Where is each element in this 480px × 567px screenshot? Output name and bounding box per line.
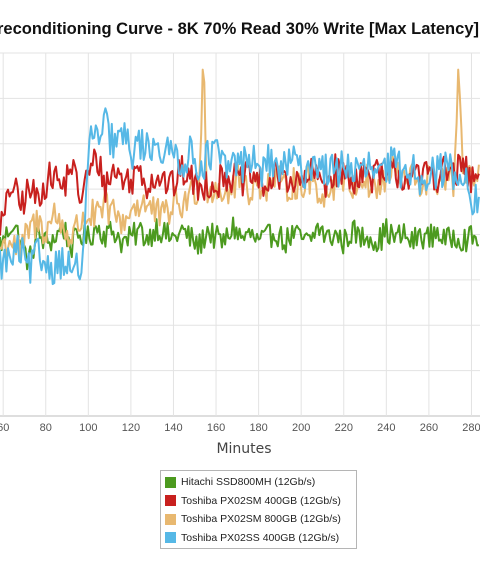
x-tick-label: 100 [79, 422, 97, 434]
legend-swatch [165, 532, 176, 544]
legend-label: Toshiba PX02SM 800GB (12Gb/s) [181, 513, 341, 526]
series-line-1 [0, 216, 480, 271]
x-tick-label: 120 [122, 422, 140, 434]
legend-label: Hitachi SSD800MH (12Gb/s) [181, 476, 316, 489]
chart-title: Preconditioning Curve - 8K 70% Read 30% … [0, 20, 479, 38]
series-line-4 [0, 107, 480, 286]
series-lines [0, 68, 480, 286]
legend-label: Toshiba PX02SM 400GB (12Gb/s) [181, 494, 341, 507]
x-tick-label: 180 [249, 422, 267, 434]
legend-swatch [165, 513, 176, 525]
legend-label: Toshiba PX02SS 400GB (12Gb/s) [181, 531, 340, 544]
x-tick-label: 80 [40, 422, 52, 434]
x-tick-label: 240 [377, 422, 395, 434]
gridlines [0, 52, 480, 417]
x-tick-label: 280 [462, 422, 480, 434]
x-tick-label: 60 [0, 422, 9, 434]
legend: Hitachi SSD800MH (12Gb/s) Toshiba PX02SM … [160, 470, 357, 549]
x-axis-label: Minutes [216, 441, 272, 457]
x-tick-label: 220 [335, 422, 353, 434]
x-tick-label: 140 [164, 422, 182, 434]
x-tick-label: 200 [292, 422, 310, 434]
legend-item: Toshiba PX02SM 400GB (12Gb/s) [165, 492, 352, 511]
legend-swatch [165, 476, 176, 488]
x-tick-label: 160 [207, 422, 225, 434]
legend-item: Hitachi SSD800MH (12Gb/s) [165, 473, 352, 492]
legend-item: Toshiba PX02SS 400GB (12Gb/s) [165, 529, 352, 548]
legend-item: Toshiba PX02SM 800GB (12Gb/s) [165, 510, 352, 529]
x-tick-label: 260 [420, 422, 438, 434]
x-tick-labels: 60 80 100 120 140 160 180 200 220 240 260 280 [0, 422, 480, 434]
legend-swatch [165, 495, 176, 507]
